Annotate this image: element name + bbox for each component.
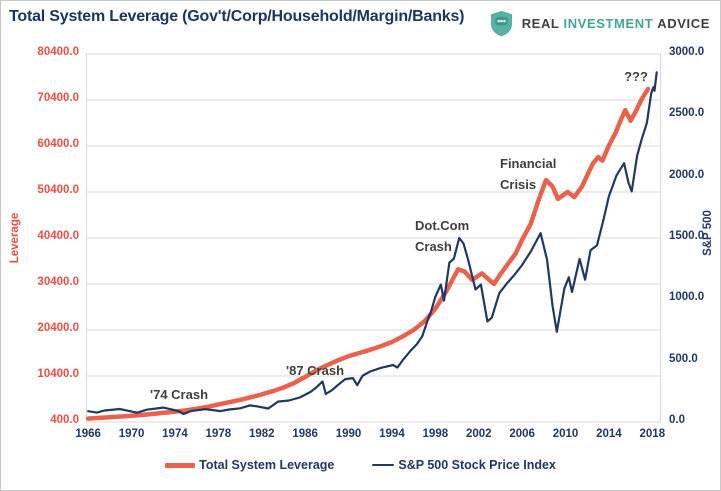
legend-line-swatch	[165, 462, 196, 468]
x-axis-tick-label: 1978	[205, 428, 232, 440]
right-axis-tick-label: 1500.0	[669, 230, 705, 242]
x-axis-tick-label: 2014	[596, 428, 622, 440]
legend-label: Total System Leverage	[199, 458, 335, 472]
left-axis-tick-label: 40400.0	[37, 230, 79, 242]
right-axis-tick-label: 3000.0	[669, 46, 705, 58]
right-axis-tick-label: 1000.0	[669, 291, 705, 304]
right-axis-tick-label: 500.0	[669, 352, 698, 365]
left-axis-tick-label: 70400.0	[37, 92, 79, 104]
left-axis-tick-label: 30400.0	[37, 276, 79, 288]
right-axis-tick-label: 0.0	[669, 414, 685, 426]
logo-word-real: REAL	[521, 16, 560, 31]
legend-label: S&P 500 Stock Price Index	[398, 458, 556, 472]
left-axis-tick-label: 60400.0	[37, 138, 79, 150]
left-axis-tick-label: 10400.0	[37, 368, 79, 380]
left-axis-tick-label: 20400.0	[37, 322, 79, 334]
x-axis-tick-label: 2018	[639, 428, 666, 440]
legend-item: Total System Leverage	[165, 458, 334, 472]
x-axis-tick-label: 1974	[162, 428, 188, 440]
legend-line-swatch	[372, 464, 395, 466]
x-axis-tick-label: 1966	[75, 428, 101, 440]
x-axis-tick-label: 1982	[248, 428, 275, 440]
x-axis-tick-label: 1994	[379, 428, 405, 440]
ria-shield-icon	[490, 10, 512, 37]
right-axis-tick-label: 2000.0	[669, 168, 705, 181]
x-axis-tick-label: 2010	[552, 428, 579, 440]
logo-word-advice: ADVICE	[657, 16, 710, 31]
chart-title: Total System Leverage (Gov't/Corp/Househ…	[9, 8, 465, 25]
right-axis-tick-label: 2500.0	[669, 107, 705, 120]
x-axis-tick-label: 1986	[292, 428, 318, 440]
x-axis-tick-label: 1970	[118, 428, 145, 440]
legend: Total System Leverage S&P 500 Stock Price…	[1, 458, 720, 472]
left-axis-tick-label: 80400.0	[37, 46, 79, 58]
legend-item: S&P 500 Stock Price Index	[372, 458, 556, 472]
logo-word-investment: INVESTMENT	[563, 16, 654, 31]
plot-area: '74 Crash '87 Crash Dot.Com Crash Financial C…	[85, 53, 661, 423]
left-axis-tick-label: 50400.0	[37, 184, 79, 196]
x-axis-tick-label: 1990	[335, 428, 362, 440]
ria-logo: REAL INVESTMENT ADVICE	[490, 10, 710, 37]
x-axis-tick-label: 2002	[465, 428, 492, 440]
series-left-line	[85, 86, 651, 421]
left-axis-tick-label: 400.0	[50, 414, 79, 426]
x-axis-tick-label: 2006	[509, 428, 535, 440]
x-axis-tick-label: 1998	[422, 428, 449, 440]
series-right-line	[87, 71, 658, 416]
chart-canvas	[85, 53, 661, 423]
